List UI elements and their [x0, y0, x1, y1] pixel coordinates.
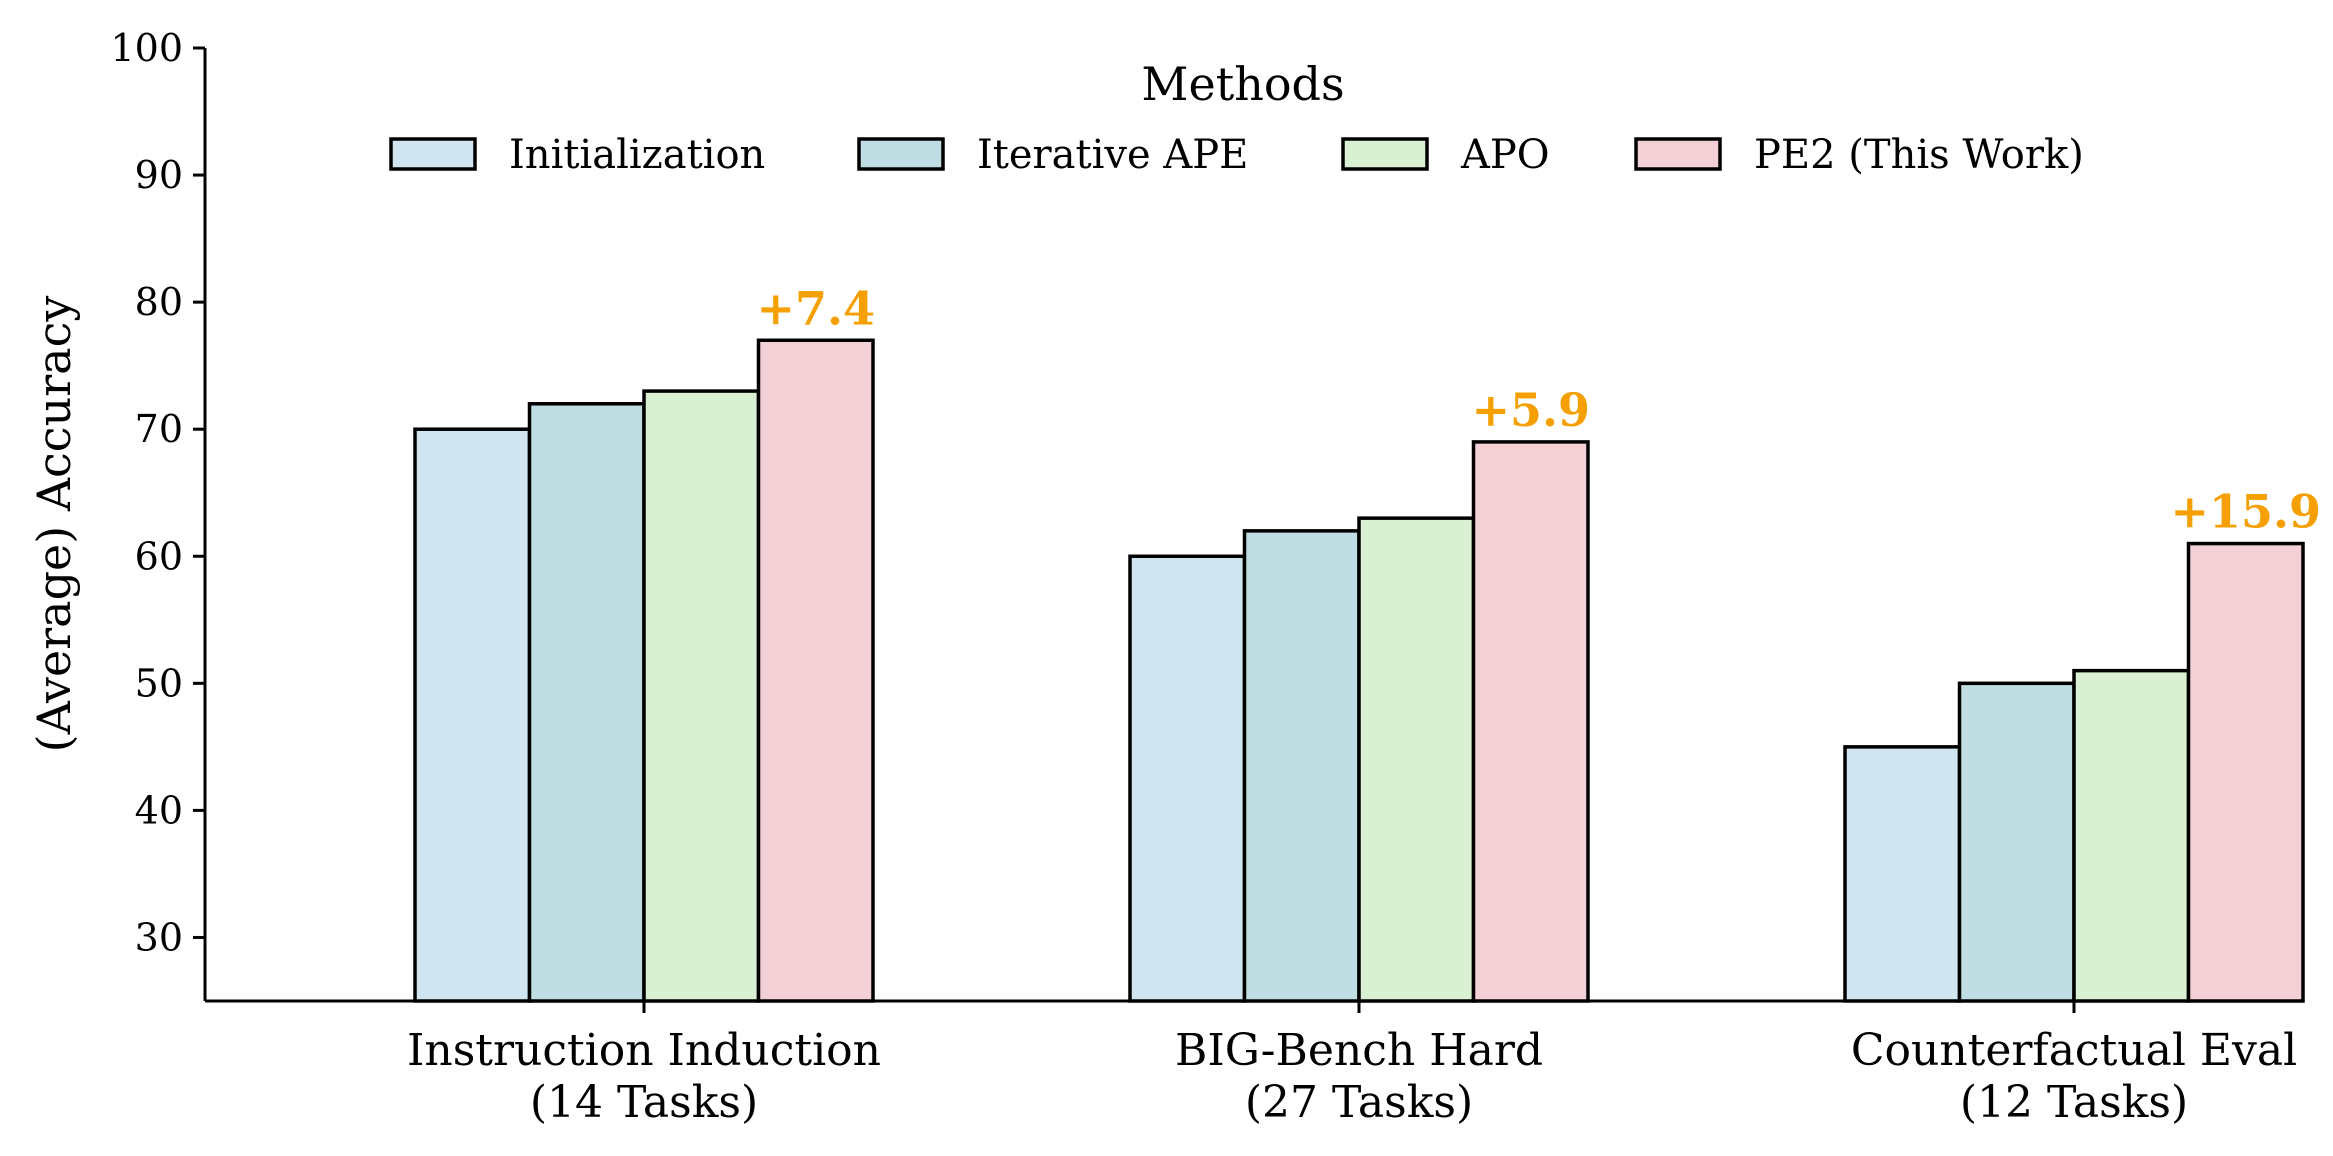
bar — [1471, 440, 1590, 1003]
bar — [2186, 541, 2305, 1003]
bar — [527, 402, 646, 1003]
x-category-label: (12 Tasks) — [1960, 1077, 2188, 1128]
legend-swatch — [1634, 137, 1722, 171]
y-tick-label: 40 — [135, 788, 183, 832]
legend: Methods Initialization Iterative APE APO PE2… — [389, 57, 2084, 178]
bar — [1242, 529, 1361, 1003]
y-tick-label: 30 — [135, 915, 183, 959]
legend-label: APO — [1460, 132, 1550, 178]
legend-label: Initialization — [509, 132, 765, 178]
x-category-label: Instruction Induction — [407, 1025, 881, 1076]
legend-swatch — [1341, 137, 1429, 171]
bar — [1843, 745, 1962, 1003]
bars-layer — [413, 338, 2305, 1003]
bar — [1128, 554, 1247, 1003]
x-category-label: (27 Tasks) — [1245, 1077, 1473, 1128]
improvement-label: +7.4 — [756, 281, 875, 335]
bar — [642, 389, 761, 1003]
bar — [756, 338, 875, 1003]
bar — [2072, 668, 2191, 1003]
y-tick-label: 80 — [135, 280, 183, 324]
y-tick-label: 60 — [135, 534, 183, 578]
y-tick-label: 50 — [135, 661, 183, 705]
bar — [1357, 516, 1476, 1003]
bar — [1957, 681, 2076, 1003]
bar — [413, 427, 532, 1003]
x-category-label: (14 Tasks) — [530, 1077, 758, 1128]
legend-title: Methods — [1141, 57, 1344, 111]
y-axis-title: (Average) Accuracy — [27, 296, 81, 753]
legend-label: Iterative APE — [977, 132, 1248, 178]
legend-swatch — [857, 137, 945, 171]
legend-label: PE2 (This Work) — [1754, 132, 2084, 178]
improvement-label: +15.9 — [2170, 485, 2321, 539]
y-tick-label: 90 — [135, 153, 183, 197]
y-tick-label: 70 — [135, 407, 183, 451]
x-category-label: Counterfactual Eval — [1851, 1025, 2297, 1076]
legend-swatch — [389, 137, 477, 171]
improvement-label: +5.9 — [1471, 383, 1590, 437]
annotations-layer: +7.4 +5.9 +15.9 — [756, 281, 2321, 538]
y-tick-label: 100 — [110, 26, 183, 70]
x-category-label: BIG-Bench Hard — [1175, 1025, 1543, 1076]
